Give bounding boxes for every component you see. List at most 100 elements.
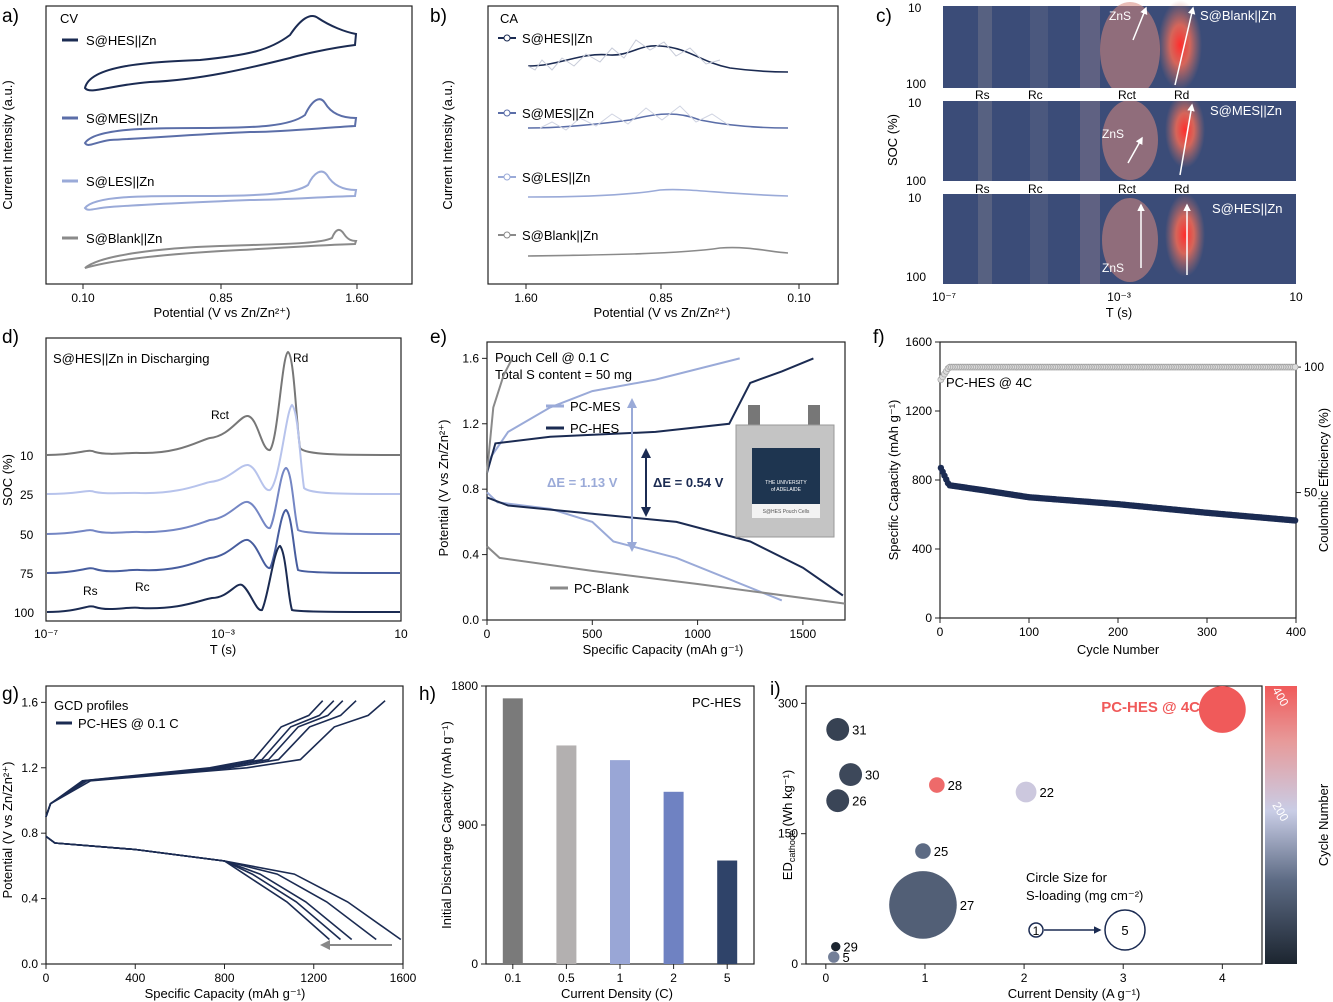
x-tick-label: 3	[1120, 971, 1127, 985]
rd-arrow	[1179, 103, 1195, 176]
panel-c-ytick: 10	[908, 191, 922, 205]
x-tick-label: 5	[724, 971, 731, 985]
size-key-small	[1028, 922, 1044, 938]
legend-mes: S@MES||Zn	[86, 111, 158, 126]
legend-les: S@LES||Zn	[522, 170, 590, 185]
delta-hes-label: ΔE = 0.54 V	[653, 475, 724, 490]
panel-b-xtick: 0.85	[649, 291, 673, 305]
point-label: 27	[960, 898, 974, 913]
photo-text: THE UNIVERSITY	[765, 480, 807, 486]
panel-d-ytick: 10	[20, 449, 34, 463]
panel-a-legend: S@HES||Zn S@MES||Zn S@LES||Zn S@Blank||Z…	[62, 33, 162, 246]
capacity-point	[1291, 517, 1299, 524]
panel-f-xlabel: Cycle Number	[1077, 642, 1160, 657]
panel-b-xtick: 1.60	[514, 291, 538, 305]
bar-0.5	[556, 745, 577, 964]
panel-i-letter: i)	[770, 679, 781, 700]
panel-f-ylabel-left: Specific Capacity (mAh g⁻¹)	[886, 400, 901, 561]
panel-a-title: CV	[60, 11, 78, 26]
znS-label: ZnS	[1109, 9, 1131, 23]
panel-b-xtick: 0.10	[787, 291, 811, 305]
panel-f: f) 0 100 200 300 400 0 400 800 1200 1600 50 100 PC-…	[873, 327, 1331, 657]
legend-les: S@LES||Zn	[86, 174, 154, 189]
size-note: S-loading (mg cm⁻²)	[1026, 888, 1143, 903]
photo-text: of ADELAIDE	[771, 487, 802, 493]
point-25	[915, 843, 931, 859]
panel-h-bars	[502, 698, 738, 964]
panel-a-xtick: 0.10	[71, 291, 95, 305]
panel-e-xlabel: Specific Capacity (mAh g⁻¹)	[583, 642, 744, 657]
panel-i-axes: 0 1 2 3 4 0 150 300	[778, 696, 1226, 985]
x-tick-label: 2	[1021, 971, 1028, 985]
point-label: 5	[842, 950, 849, 965]
panel-d-frame	[45, 337, 402, 622]
point-label: 28	[948, 778, 962, 793]
panel-d-xtick: 10⁻³	[211, 627, 235, 641]
panel-e: e) Pouch Cell @ 0.1 C Total S content = …	[430, 327, 846, 657]
legend-hes: S@HES||Zn	[86, 33, 157, 48]
panel-e-letter: e)	[430, 327, 447, 348]
panel-f-label: PC-HES @ 4C	[946, 375, 1032, 390]
legend-blank: PC-Blank	[574, 581, 629, 596]
y2-tick-label: 100	[1304, 360, 1324, 374]
point-31	[826, 717, 850, 741]
pouch-cell-photo: THE UNIVERSITY of ADELAIDE S@HES Pouch C…	[735, 405, 835, 538]
x-tick-label: 2	[670, 971, 677, 985]
bar-1	[610, 760, 630, 964]
panel-e-legend: PC-MES PC-HES PC-Blank	[546, 399, 629, 596]
y-tick-label: 1.2	[21, 761, 38, 775]
e-curve-pc-blank-discharge	[486, 545, 846, 605]
size-key-big	[1104, 909, 1146, 951]
panel-i-ylabel: EDcathode (Wh kg⁻¹)	[780, 770, 797, 880]
x-tick-label: 100	[1019, 625, 1039, 639]
ca-curve-blank	[527, 246, 789, 257]
panel-a-xlabel: Potential (V vs Zn/Zn²⁺)	[154, 305, 291, 320]
point-22	[1015, 781, 1037, 803]
legend-blank: S@Blank||Zn	[522, 228, 598, 243]
panel-b-letter: b)	[430, 6, 447, 27]
strip-label-hes: S@HES||Zn	[1212, 201, 1283, 216]
panel-d-ylabel: SOC (%)	[0, 454, 15, 506]
e-curve-pc-blank-charge	[486, 357, 514, 473]
g-discharge-curve	[45, 835, 377, 941]
panel-a: a) CV Current Intensity (a.u.) Potential…	[0, 5, 413, 320]
panel-d-ytick: 50	[20, 528, 34, 542]
legend-hes: PC-HES	[570, 421, 619, 436]
bar-2	[663, 791, 684, 964]
ca-curve-mes	[527, 113, 789, 129]
panel-g-ylabel: Potential (V vs Zn/Zn²⁺)	[0, 762, 15, 899]
point-5	[828, 951, 840, 963]
y-tick-label: 400	[912, 542, 932, 556]
legend-mes: S@MES||Zn	[522, 106, 594, 121]
panel-e-frame	[486, 341, 846, 621]
g-discharge-curve	[45, 835, 330, 941]
panel-g-axes: 0 400 800 1200 1600 0.0 0.4 0.8 1.2 1.6	[21, 695, 416, 985]
znS-label: ZnS	[1102, 261, 1124, 275]
d-curve-25	[46, 403, 401, 495]
point-label: 30	[865, 768, 879, 783]
panel-d-xtick: 10	[394, 627, 408, 641]
y-tick-label: 0.0	[462, 613, 479, 627]
panel-a-ylabel: Current Intensity (a.u.)	[0, 80, 15, 209]
x-tick-label: 0	[484, 627, 491, 641]
peak-label-rct: Rct	[1118, 88, 1137, 102]
x-tick-label: 0	[937, 625, 944, 639]
point-27	[889, 871, 957, 939]
cv-curve-blank	[84, 228, 358, 269]
ca-raw-mes	[539, 105, 731, 131]
delta-mes-label: ΔE = 1.13 V	[547, 475, 618, 490]
x-tick-label: 1500	[790, 627, 817, 641]
g-discharge-curve	[45, 835, 342, 941]
panel-c-xtick: 10⁻⁷	[932, 290, 956, 304]
x-tick-label: 400	[1286, 625, 1306, 639]
legend-blank: S@Blank||Zn	[86, 231, 162, 246]
x-tick-label: 0.5	[558, 971, 575, 985]
size-key-big-label: 5	[1121, 923, 1128, 938]
panel-f-points	[937, 363, 1299, 524]
y-tick-label: 1.2	[462, 417, 479, 431]
panel-c-ytick: 10	[908, 96, 922, 110]
peak-label-rct: Rct	[211, 408, 230, 422]
panel-c-ytick: 100	[906, 174, 926, 188]
panel-g-legend: PC-HES @ 0.1 C	[78, 716, 179, 731]
